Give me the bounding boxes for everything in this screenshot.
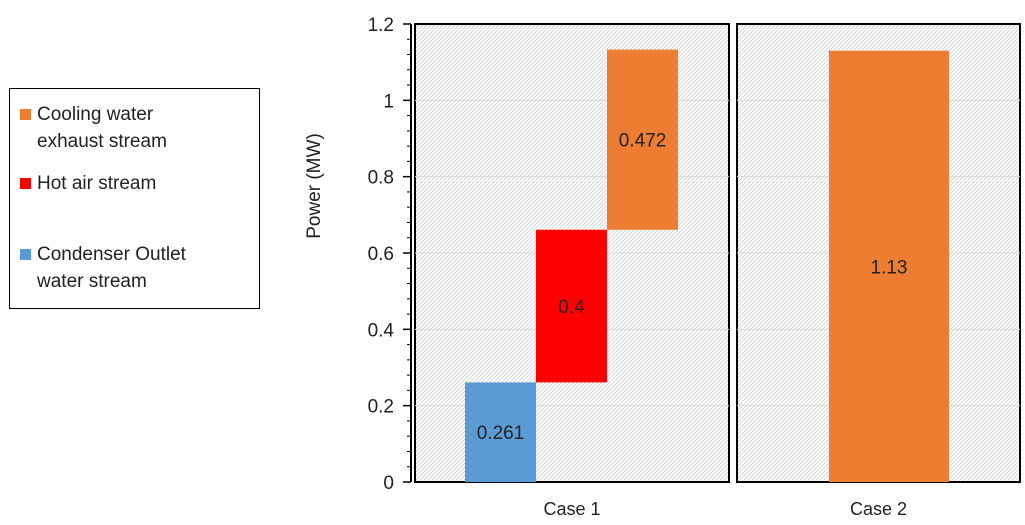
legend-label-cooling-water-line2: exhaust stream — [37, 131, 167, 152]
legend-swatch-hot-air — [20, 178, 31, 189]
legend-label-condenser-outlet-line2: water stream — [37, 271, 147, 292]
legend-swatch-cooling-water — [20, 109, 31, 120]
category-label-case-2: Case 2 — [850, 499, 907, 519]
legend-label-hot-air: Hot air stream — [37, 173, 157, 194]
legend-label-condenser-outlet-line1: Condenser Outlet — [37, 244, 186, 265]
category-label-case-1: Case 1 — [543, 499, 600, 519]
y-tick-label-0: 0 — [383, 473, 394, 494]
legend-entry-condenser-outlet: Condenser Outlet water stream — [20, 241, 262, 295]
y-axis-title: Power (MW) — [304, 133, 325, 239]
bar-case-1-cooling-water-exhaust-stream — [607, 49, 678, 230]
bar-case-2-cooling-water-exhaust-stream — [829, 50, 949, 482]
legend: Cooling water exhaust stream Hot air str… — [9, 88, 260, 309]
legend-swatch-condenser-outlet — [20, 249, 31, 260]
data-label-case-1-condenser-outlet-water-stream: 0.261 — [477, 423, 525, 444]
bar-case-1-condenser-outlet-water-stream — [465, 382, 536, 482]
legend-label-cooling-water-line1: Cooling water — [37, 104, 154, 125]
y-tick-label-1: 1 — [383, 91, 394, 112]
bar-case-1-hot-air-stream — [536, 229, 607, 383]
y-tick-label-0-6: 0.6 — [368, 244, 394, 265]
y-tick-label-0-2: 0.2 — [368, 397, 394, 418]
legend-entry-hot-air: Hot air stream — [20, 170, 262, 197]
y-tick-label-0-4: 0.4 — [368, 320, 395, 341]
legend-entry-cooling-water: Cooling water exhaust stream — [20, 101, 262, 155]
data-label-case-2-cooling-water-exhaust-stream: 1.13 — [871, 257, 908, 278]
data-label-case-1-cooling-water-exhaust-stream: 0.472 — [619, 131, 667, 152]
y-tick-label-0-8: 0.8 — [368, 168, 394, 189]
y-tick-label-1-2: 1.2 — [368, 15, 394, 36]
data-label-case-1-hot-air-stream: 0.4 — [558, 297, 585, 318]
